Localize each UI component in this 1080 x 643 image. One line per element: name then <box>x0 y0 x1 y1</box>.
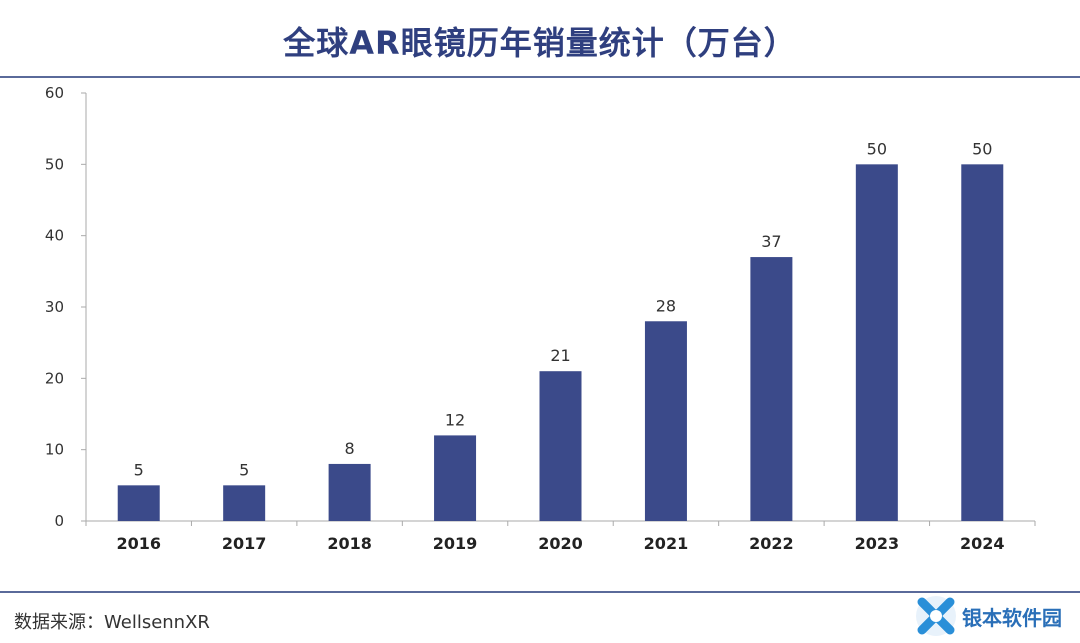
watermark-logo-icon <box>916 596 956 636</box>
bar <box>855 164 898 522</box>
bar <box>644 321 687 521</box>
data-label: 5 <box>134 460 144 479</box>
data-label: 5 <box>239 460 249 479</box>
data-label: 37 <box>761 232 781 251</box>
y-tick-label: 20 <box>45 369 64 387</box>
bar <box>434 435 477 521</box>
source-note: 数据来源：WellsennXR <box>14 612 210 633</box>
x-tick-label: 2018 <box>327 534 372 553</box>
watermark-text: 银本软件园 <box>962 605 1062 630</box>
bar-chart: 0 10 20 30 40 50 60 5 2016 5 2017 8 2018 12 2019 21 2020… <box>45 84 1036 553</box>
x-tick-label: 2021 <box>644 534 689 553</box>
x-tick-label: 2024 <box>960 534 1005 553</box>
bar <box>539 371 582 521</box>
x-tick-label: 2017 <box>222 534 267 553</box>
bottom-divider <box>0 591 1080 593</box>
y-tick-label: 30 <box>45 298 64 316</box>
x-tick-label: 2020 <box>538 534 583 553</box>
data-label: 12 <box>445 410 465 429</box>
x-tick-label: 2016 <box>116 534 161 553</box>
x-tick-label: 2023 <box>855 534 900 553</box>
data-label: 8 <box>345 439 355 458</box>
bar <box>750 257 793 521</box>
bar <box>328 463 371 521</box>
bar <box>117 485 160 521</box>
bar <box>961 164 1004 522</box>
data-label: 21 <box>550 346 570 365</box>
y-tick-label: 0 <box>54 512 64 530</box>
y-tick-label: 10 <box>45 441 64 459</box>
data-label: 50 <box>867 139 887 158</box>
x-tick-label: 2019 <box>433 534 478 553</box>
watermark: 银本软件园 <box>914 594 1062 638</box>
top-divider <box>0 76 1080 78</box>
data-label: 28 <box>656 296 676 315</box>
y-tick-label: 40 <box>45 227 64 245</box>
bar <box>223 485 266 521</box>
y-tick-label: 50 <box>45 155 64 173</box>
y-tick-label: 60 <box>45 84 64 102</box>
chart-title: 全球AR眼镜历年销量统计（万台） <box>283 24 797 62</box>
x-tick-label: 2022 <box>749 534 794 553</box>
data-label: 50 <box>972 139 992 158</box>
